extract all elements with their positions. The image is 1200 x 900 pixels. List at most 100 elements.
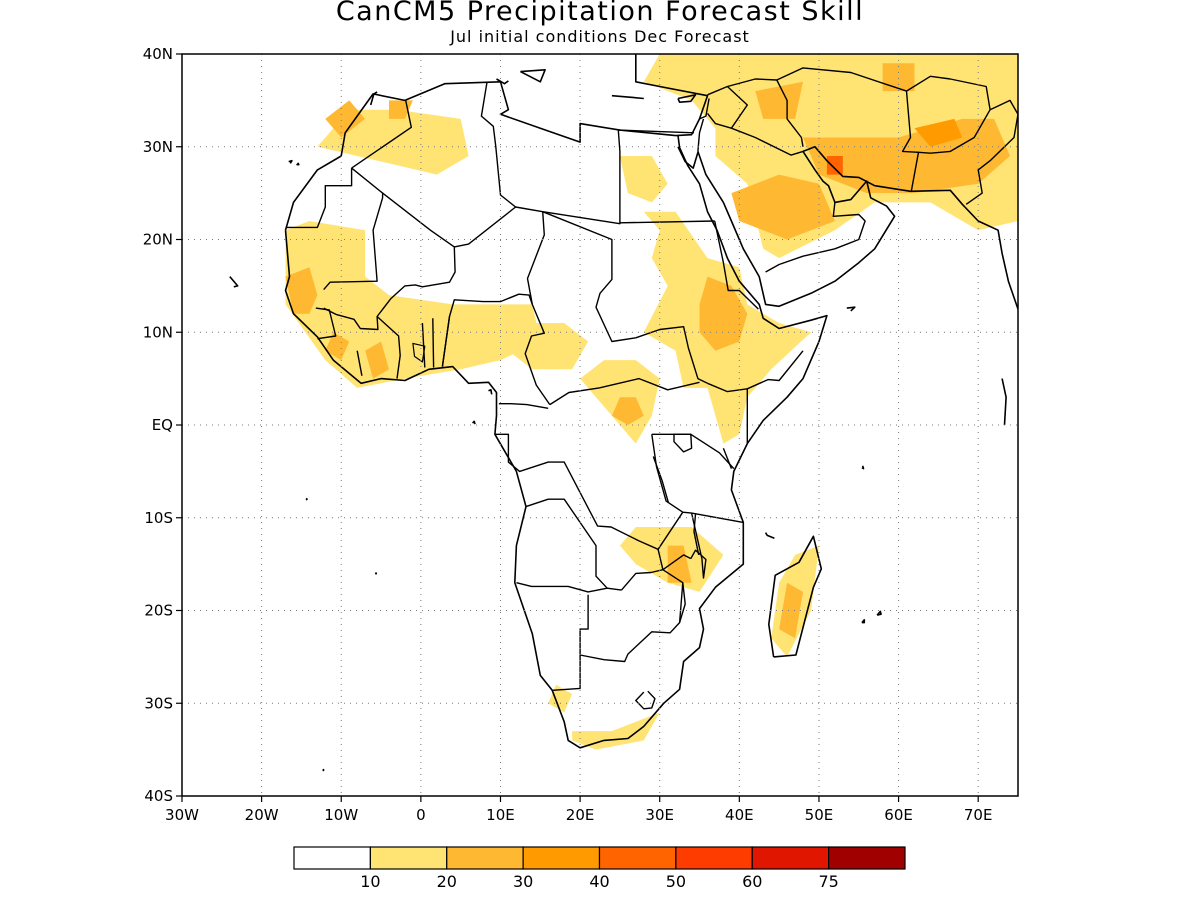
- lat-tick-label-5: 10S: [144, 509, 173, 527]
- lake-malawi: [693, 513, 700, 556]
- border-23: [690, 512, 707, 579]
- border-4: [454, 206, 636, 343]
- legend-swatch-6: [751, 846, 830, 870]
- skill-region-22: [914, 118, 963, 147]
- legend-label-3: 40: [589, 872, 609, 891]
- border-13: [498, 403, 549, 409]
- coastline-6: [496, 78, 509, 85]
- border-3: [323, 192, 456, 331]
- lat-tick-label-6: 20S: [144, 602, 173, 620]
- lon-tick-label-5: 20E: [566, 806, 595, 824]
- lon-tick-label-1: 20W: [245, 806, 279, 824]
- map-title: CanCM5 Precipitation Forecast Skill: [335, 0, 865, 27]
- legend-swatch-3: [522, 846, 601, 870]
- coastline-12: [876, 610, 882, 616]
- legend-label-1: 20: [437, 872, 457, 891]
- skill-region-1: [325, 100, 366, 138]
- border-30: [421, 322, 426, 368]
- skill-region-11: [611, 397, 644, 425]
- coastline-18: [488, 388, 493, 395]
- lon-tick-label-7: 40E: [725, 806, 754, 824]
- border-14: [494, 433, 684, 550]
- coastline-8: [677, 94, 697, 103]
- gridlines: [182, 54, 1018, 796]
- border-32: [441, 316, 451, 367]
- color-legend: 10 20 30 40 50 60 75: [293, 846, 906, 891]
- border-38: [706, 112, 732, 129]
- border-19: [620, 554, 692, 591]
- border-27: [635, 690, 656, 710]
- border-44: [697, 118, 705, 152]
- border-43: [699, 98, 710, 120]
- coastline-16: [288, 159, 293, 164]
- legend-swatch-7: [828, 846, 906, 870]
- skill-region-14: [667, 545, 692, 583]
- lake-volta: [412, 342, 426, 363]
- coastline-23: [1001, 378, 1007, 426]
- skill-region-9: [699, 276, 748, 351]
- border-40: [918, 78, 991, 154]
- border-8: [441, 293, 533, 367]
- lat-tick-label-8: 40S: [144, 787, 173, 805]
- lat-tick-label-4: EQ: [152, 416, 173, 434]
- border-37: [776, 79, 804, 147]
- lat-tick-label-0: 40N: [143, 45, 173, 63]
- border-0: [285, 168, 353, 229]
- border-24: [746, 350, 804, 444]
- lat-tick-label-2: 20N: [143, 231, 173, 249]
- border-10: [635, 326, 708, 384]
- lake-victoria: [673, 433, 693, 453]
- coastlines: [229, 54, 1072, 772]
- coastline-5: [767, 535, 823, 658]
- border-42: [765, 202, 866, 273]
- legend-swatch-2: [446, 846, 524, 870]
- border-34: [315, 307, 337, 340]
- coastline-7: [611, 94, 644, 100]
- coastline-10: [1057, 334, 1072, 358]
- skill-region-16: [779, 582, 803, 639]
- map-subtitle: Jul initial conditions Dec Forecast: [450, 27, 750, 46]
- coastline-24: [764, 532, 775, 539]
- legend-label-5: 60: [742, 872, 762, 891]
- coastline-13: [861, 465, 865, 470]
- skill-region-18: [572, 712, 660, 750]
- legend-swatch-4: [598, 846, 677, 870]
- border-6: [542, 130, 621, 225]
- lon-tick-label-4: 10E: [486, 806, 515, 824]
- border-39: [901, 91, 920, 192]
- legend-swatch-5: [675, 846, 753, 870]
- skill-region-17: [548, 684, 573, 713]
- border-35: [707, 67, 951, 96]
- border-7: [619, 220, 715, 224]
- coastline-2: [677, 146, 699, 169]
- lon-tick-label-8: 50E: [805, 806, 834, 824]
- border-26: [722, 447, 733, 469]
- coastline-14: [846, 306, 856, 312]
- lon-tick-label-6: 30E: [645, 806, 674, 824]
- legend-label-2: 30: [513, 872, 533, 891]
- border-41: [965, 99, 1018, 205]
- border-31: [432, 318, 435, 368]
- border-33: [356, 350, 363, 376]
- coastline-19: [472, 420, 476, 425]
- coastline-11: [861, 618, 866, 624]
- border-5: [480, 82, 517, 208]
- lon-tick-label-3: 0: [416, 806, 426, 824]
- border-12: [549, 377, 700, 406]
- border-9: [524, 211, 551, 405]
- legend-label-0: 10: [360, 872, 380, 891]
- skill-region-24: [755, 81, 803, 119]
- coastline-1: [284, 135, 828, 749]
- skill-region-12: [508, 323, 589, 370]
- lat-tick-label-1: 30N: [143, 138, 173, 156]
- lake-tanganyika: [652, 456, 670, 504]
- skill-region-5: [325, 332, 350, 361]
- skill-region-4: [285, 267, 318, 314]
- border-28: [618, 129, 695, 134]
- legend-label-4: 50: [666, 872, 686, 891]
- border-11: [714, 220, 759, 310]
- skill-region-6: [365, 341, 389, 379]
- coastline-20: [305, 497, 308, 501]
